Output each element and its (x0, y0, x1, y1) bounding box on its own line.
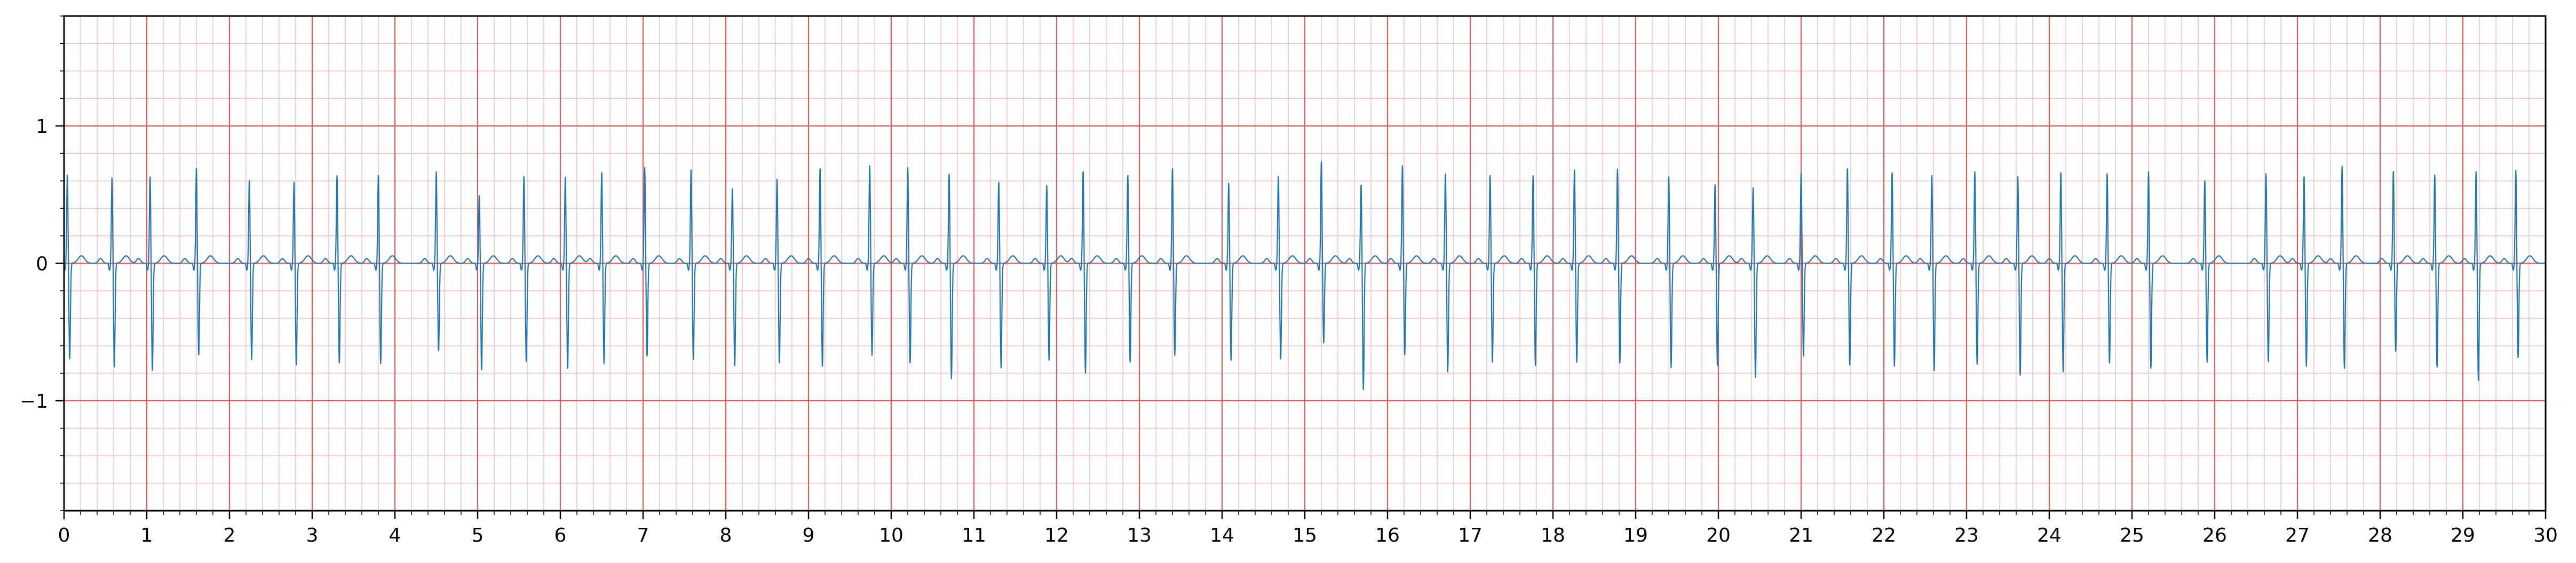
x-tick-label: 3 (306, 525, 319, 546)
x-tick-label: 4 (389, 525, 401, 546)
y-tick-label: −1 (20, 391, 48, 413)
y-tick-label: 0 (36, 253, 48, 275)
x-tick-label: 6 (554, 525, 567, 546)
x-tick-label: 19 (1623, 525, 1648, 546)
y-tick-labels: 1 0 −1 (20, 116, 48, 413)
x-tick-label: 16 (1375, 525, 1400, 546)
x-tick-label: 5 (472, 525, 484, 546)
x-tick-label: 14 (1210, 525, 1234, 546)
axis-ticks (56, 15, 2547, 519)
x-tick-label: 8 (720, 525, 732, 546)
x-tick-label: 28 (2368, 525, 2392, 546)
y-tick-label: 1 (36, 116, 48, 138)
x-tick-label: 11 (962, 525, 986, 546)
x-tick-label: 22 (1872, 525, 1896, 546)
x-tick-label: 30 (2533, 525, 2558, 546)
x-tick-label: 23 (1954, 525, 1979, 546)
x-tick-label: 0 (58, 525, 70, 546)
x-tick-label: 13 (1127, 525, 1152, 546)
x-tick-label: 7 (637, 525, 649, 546)
major-grid (63, 16, 2547, 511)
x-tick-label: 21 (1789, 525, 1813, 546)
x-tick-label: 18 (1541, 525, 1565, 546)
x-tick-label: 20 (1706, 525, 1731, 546)
x-tick-label: 9 (803, 525, 815, 546)
x-tick-label: 24 (2037, 525, 2062, 546)
x-tick-label: 12 (1044, 525, 1069, 546)
x-tick-label: 27 (2285, 525, 2310, 546)
x-tick-label: 1 (141, 525, 153, 546)
x-tick-label: 17 (1458, 525, 1483, 546)
x-tick-labels: 0 1 2 3 4 5 6 7 8 9 10 11 12 13 14 15 16 17 18 19 20 21 22 23 24… (58, 525, 2558, 546)
x-tick-label: 2 (224, 525, 236, 546)
x-tick-label: 15 (1293, 525, 1317, 546)
ecg-signal-line (63, 161, 2546, 391)
x-tick-label: 29 (2451, 525, 2475, 546)
x-tick-label: 26 (2202, 525, 2227, 546)
x-tick-label: 10 (879, 525, 903, 546)
x-tick-label: 25 (2120, 525, 2144, 546)
